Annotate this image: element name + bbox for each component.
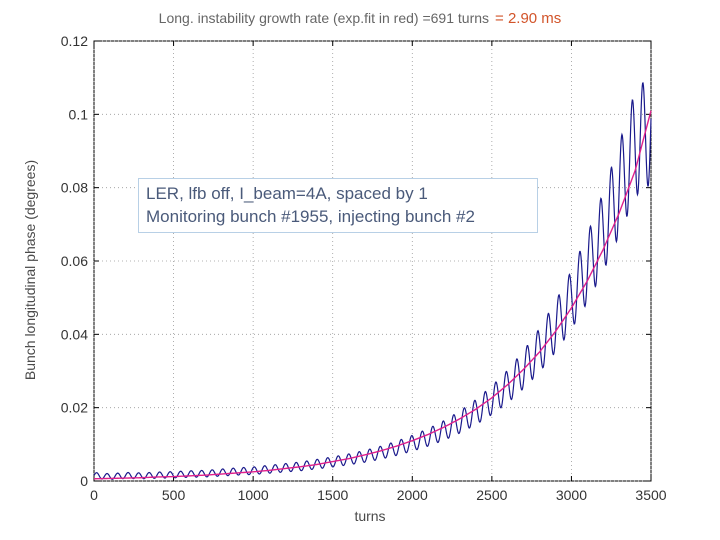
annotation-line-2: Monitoring bunch #1955, injecting bunch …	[146, 207, 475, 226]
x-axis-label: turns	[354, 508, 386, 524]
plot-area	[93, 40, 652, 482]
y-tick-label: 0.12	[61, 33, 88, 49]
annotation-line-1: LER, lfb off, I_beam=4A, spaced by 1	[146, 184, 428, 203]
x-tick-label: 1000	[238, 487, 269, 503]
annotation-box: LER, lfb off, I_beam=4A, spaced by 1 Mon…	[138, 178, 538, 233]
series-line-exp-fit	[93, 110, 652, 480]
x-tick-label: 3500	[635, 487, 666, 503]
x-tick-label: 0	[90, 487, 98, 503]
x-tick-label: 1500	[317, 487, 348, 503]
y-axis-label: Bunch longitudinal phase (degrees)	[22, 159, 38, 381]
y-tick-label: 0.02	[61, 400, 88, 416]
y-tick-label: 0.08	[61, 180, 88, 196]
y-tick-label: 0.06	[61, 253, 88, 269]
x-tick-label: 500	[162, 487, 186, 503]
chart-title-extra: = 2.90 ms	[495, 10, 562, 27]
series-group	[93, 82, 652, 480]
series-line-measured	[93, 82, 652, 480]
y-tick-label: 0.04	[61, 326, 88, 342]
chart-title-block: Long. instability growth rate (exp.fit i…	[0, 10, 720, 27]
x-tick-label: 3000	[556, 487, 587, 503]
x-tick-label: 2000	[397, 487, 428, 503]
y-tick-label: 0.1	[69, 106, 89, 122]
chart-title: Long. instability growth rate (exp.fit i…	[158, 10, 490, 26]
x-tick-label: 2500	[476, 487, 507, 503]
y-tick-label: 0	[80, 473, 88, 489]
axis-ticks: 0 500 1000 1500 2000 2500 3000 3500 0 0.02 0.04 0.0…	[61, 33, 667, 503]
